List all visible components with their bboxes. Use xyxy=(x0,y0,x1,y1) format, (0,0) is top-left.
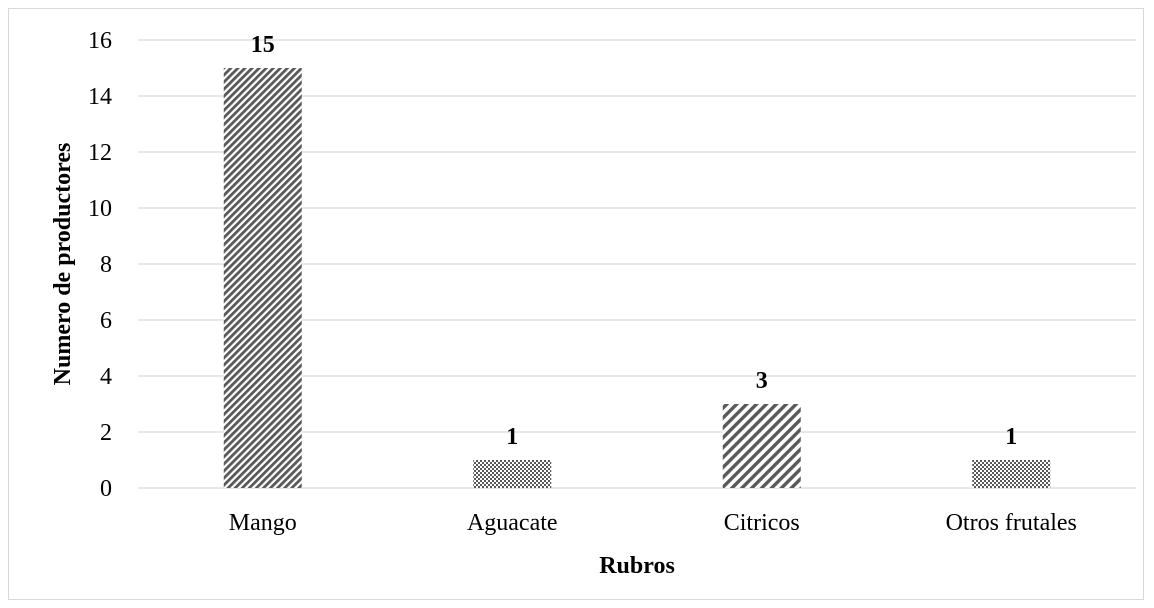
bar xyxy=(223,68,302,488)
y-tick-label: 4 xyxy=(100,364,112,390)
data-label: 1 xyxy=(1005,424,1017,450)
labels: 0 2 4 6 8 10 12 14 16 15 Mango 1 Aguacate 3 Citricos 1 O… xyxy=(88,28,1077,536)
y-tick-label: 2 xyxy=(100,420,112,446)
data-label: 3 xyxy=(756,368,768,394)
data-label: 15 xyxy=(251,32,275,58)
x-tick-label: Mango xyxy=(229,510,297,536)
y-tick-label: 16 xyxy=(88,28,112,54)
bar xyxy=(473,460,552,488)
bar xyxy=(722,404,801,488)
y-tick-label: 0 xyxy=(100,476,112,502)
y-tick-label: 6 xyxy=(100,308,112,334)
y-tick-label: 8 xyxy=(100,252,112,278)
bars xyxy=(223,68,1051,488)
y-axis-title: Numero de productores xyxy=(50,143,76,386)
y-tick-label: 10 xyxy=(88,196,112,222)
y-tick-label: 14 xyxy=(88,84,112,110)
gridlines xyxy=(138,39,1136,489)
x-axis-title: Rubros xyxy=(599,553,675,579)
bar xyxy=(972,460,1051,488)
y-tick-label: 12 xyxy=(88,140,112,166)
data-label: 1 xyxy=(506,424,518,450)
chart-frame xyxy=(8,8,1144,600)
x-tick-label: Aguacate xyxy=(467,510,558,536)
x-tick-label: Otros frutales xyxy=(946,510,1077,536)
x-tick-label: Citricos xyxy=(724,510,800,536)
